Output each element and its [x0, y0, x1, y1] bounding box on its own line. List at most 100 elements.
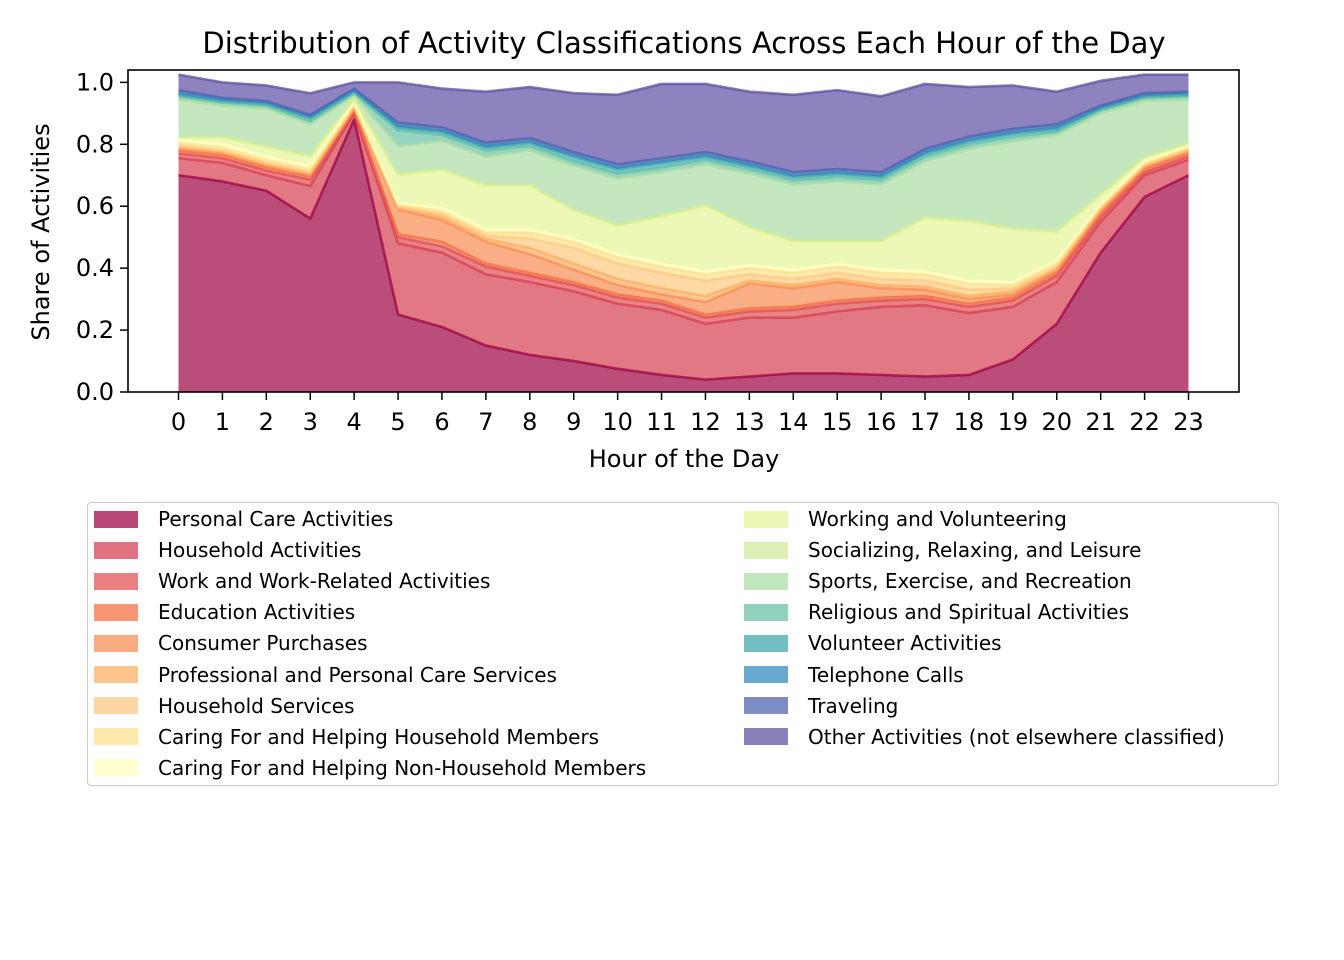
legend-swatch [744, 666, 788, 683]
legend-item-religious-and-spiritual-activities: Religious and Spiritual Activities [744, 600, 1129, 624]
legend-item-volunteer-activities: Volunteer Activities [744, 631, 1002, 655]
legend-label: Caring For and Helping Non-Household Mem… [158, 755, 647, 780]
x-tick-label: 9 [566, 408, 581, 436]
x-tick-label: 23 [1173, 408, 1204, 436]
plot-frame [127, 69, 1240, 393]
legend-swatch [744, 541, 788, 559]
legend-swatch [744, 728, 788, 746]
legend-swatch [94, 728, 138, 746]
x-tick-label: 10 [602, 408, 633, 436]
x-tick-label: 14 [778, 408, 809, 436]
area-series-working-and-volunteering [178, 99, 1189, 283]
legend-label: Work and Work-Related Activities [158, 569, 491, 594]
chart-legend: Personal Care Activities Household Activi… [87, 502, 1279, 786]
legend-item-consumer-purchases: Consumer Purchases [94, 631, 368, 655]
x-tick-label: 3 [303, 408, 318, 436]
area-series-layer [178, 74, 1189, 392]
x-tick-label: 21 [1085, 408, 1116, 436]
legend-swatch [744, 634, 788, 652]
chart-title: Distribution of Activity Classifications… [202, 26, 1165, 60]
x-tick-label: 17 [910, 408, 941, 436]
x-tick-label: 19 [998, 408, 1029, 436]
x-tick-label: 0 [171, 408, 186, 436]
y-tick-label: 0.8 [76, 130, 114, 158]
x-axis: 0 1 2 3 4 5 6 7 8 9 10 11 12 13 14 15 16 17 18 19 20 21 22 23 [171, 392, 1204, 436]
legend-item-other-activities-not-elsewhere-classified: Other Activities (not elsewhere classifi… [744, 725, 1225, 749]
x-tick-label: 2 [259, 408, 274, 436]
legend-swatch [744, 572, 788, 590]
x-axis-label: Hour of the Day [589, 445, 780, 473]
x-tick-label: 13 [734, 408, 765, 436]
x-tick-label: 22 [1129, 408, 1160, 436]
series-line-layer [178, 73, 1190, 381]
legend-label: Personal Care Activities [158, 507, 394, 531]
legend-swatch [94, 634, 138, 652]
legend-item-socializing-relaxing-and-leisure: Socializing, Relaxing, and Leisure [744, 538, 1141, 562]
x-tick-label: 16 [866, 408, 897, 436]
legend-swatch [744, 510, 788, 528]
x-tick-label: 11 [646, 408, 677, 436]
legend-swatch [94, 759, 138, 777]
area-series-sports-exercise-and-recreation [178, 94, 1189, 241]
legend-swatch [94, 572, 138, 590]
x-tick-label: 4 [347, 408, 362, 436]
legend-item-sports-exercise-and-recreation: Sports, Exercise, and Recreation [744, 569, 1132, 593]
legend-label: Socializing, Relaxing, and Leisure [808, 538, 1142, 563]
legend-label: Telephone Calls [808, 662, 964, 687]
y-tick-label: 1.0 [76, 68, 114, 96]
area-series-religious-and-spiritual-activities [178, 93, 1189, 185]
legend-item-professional-and-personal-care-services: Professional and Personal Care Services [94, 663, 557, 687]
y-tick-label: 0.6 [76, 192, 114, 220]
legend-label: Consumer Purchases [158, 631, 368, 656]
legend-swatch [744, 603, 788, 621]
legend-item-personal-care-activities: Personal Care Activities [94, 507, 393, 531]
series-line-socializing-relaxing-and-leisure [178, 96, 1189, 242]
x-tick-label: 1 [215, 408, 230, 436]
y-tick-label: 0.4 [76, 254, 114, 282]
legend-swatch [94, 666, 138, 683]
legend-label: Caring For and Helping Household Members [158, 724, 600, 749]
legend-label: Other Activities (not elsewhere classifi… [808, 724, 1225, 749]
x-tick-label: 6 [434, 408, 449, 436]
legend-label: Professional and Personal Care Services [158, 662, 557, 687]
legend-swatch [94, 603, 138, 621]
legend-label: Education Activities [158, 600, 356, 625]
series-line-volunteer-activities [178, 90, 1189, 179]
series-line-other-activities-not-elsewhere-classified [178, 73, 1189, 98]
x-tick-label: 5 [390, 408, 405, 436]
y-axis: 0.0 0.2 0.4 0.6 0.8 1.0 [76, 68, 128, 406]
series-line-telephone-calls [178, 88, 1189, 177]
legend-item-caring-for-and-helping-non-household-members: Caring For and Helping Non-Household Mem… [94, 756, 646, 780]
legend-item-telephone-calls: Telephone Calls [744, 663, 964, 687]
legend-label: Religious and Spiritual Activities [808, 600, 1129, 625]
legend-item-caring-for-and-helping-household-members: Caring For and Helping Household Members [94, 725, 599, 749]
y-tick-label: 0.0 [76, 378, 114, 406]
legend-swatch [744, 697, 788, 715]
x-tick-label: 8 [522, 408, 537, 436]
legend-swatch [94, 510, 138, 528]
x-tick-label: 7 [478, 408, 493, 436]
legend-item-household-services: Household Services [94, 694, 355, 718]
series-line-personal-care-activities [178, 118, 1190, 381]
legend-item-household-activities: Household Activities [94, 538, 361, 562]
legend-label: Traveling [808, 693, 899, 718]
legend-item-work-and-work-related-activities: Work and Work-Related Activities [94, 569, 490, 593]
legend-label: Sports, Exercise, and Recreation [808, 569, 1132, 594]
chart-svg: Distribution of Activity Classifications… [27, 26, 1240, 473]
series-line-religious-and-spiritual-activities [178, 91, 1189, 182]
x-tick-label: 18 [954, 408, 985, 436]
legend-label: Working and Volunteering [808, 507, 1067, 531]
y-axis-label: Share of Activities [27, 123, 55, 340]
area-series-household-activities [178, 113, 1189, 380]
legend-label: Volunteer Activities [808, 631, 1002, 656]
legend-label: Household Activities [158, 538, 362, 563]
x-tick-label: 15 [822, 408, 853, 436]
series-line-traveling [178, 87, 1189, 174]
legend-swatch [94, 697, 138, 715]
series-line-caring-for-and-helping-non-household-members [178, 101, 1189, 284]
legend-item-traveling: Traveling [744, 694, 898, 718]
area-series-other-activities-not-elsewhere-classified [178, 74, 1189, 173]
area-series-volunteer-activities [178, 91, 1189, 180]
legend-swatch [94, 541, 138, 559]
